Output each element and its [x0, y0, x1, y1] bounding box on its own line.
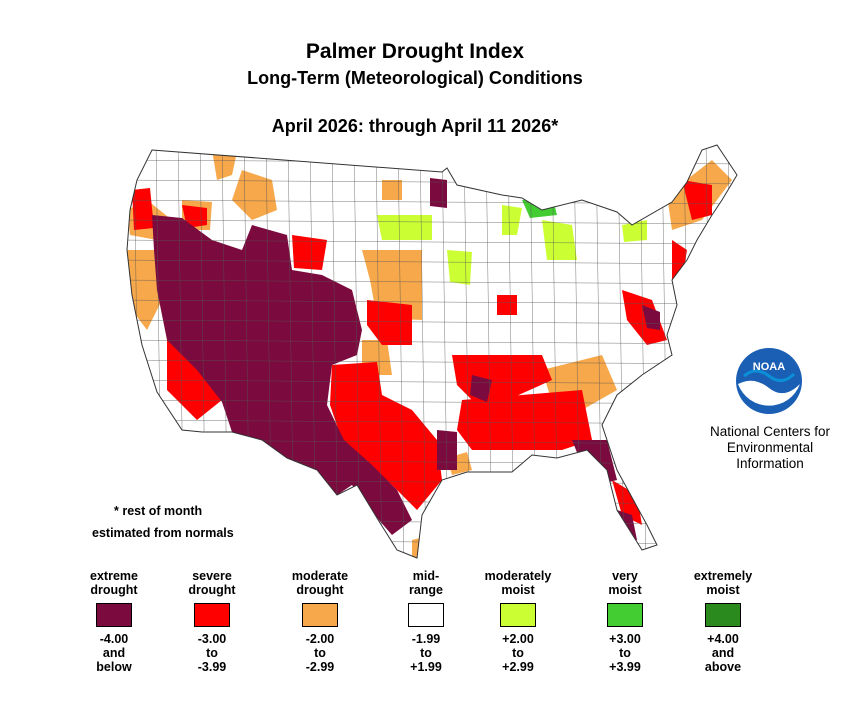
note-line: * rest of month [114, 504, 203, 518]
legend-range: -1.99 to +1.99 [410, 632, 442, 674]
map-subtitle: Long-Term (Meteorological) Conditions [247, 68, 583, 88]
extreme-region-mn [430, 178, 447, 208]
division-line [375, 145, 383, 558]
legend-item: extremely moist +4.00 and above [675, 569, 771, 674]
division-line [127, 219, 737, 225]
map-period: April 2026: through April 11 2026* [271, 116, 559, 136]
legend-label: moderately moist [484, 569, 552, 597]
severe-region-or [132, 188, 154, 230]
legend-item: very moist +3.00 to +3.99 [577, 569, 673, 674]
legend-label: severe drought [188, 569, 236, 597]
legend-swatch [96, 603, 132, 627]
noaa-logo: NOAA [736, 348, 802, 414]
credit-line: Environmental [726, 440, 814, 455]
legend-swatch [500, 603, 536, 627]
legend-swatch [607, 603, 643, 627]
moderate-region-nd [382, 180, 402, 200]
extreme-region-md [642, 305, 660, 330]
legend-item: severe drought -3.00 to -3.99 [164, 569, 260, 674]
moist-region-sd [377, 215, 432, 240]
us-drought-map [112, 140, 752, 564]
severe-region-wa [182, 205, 207, 228]
us-outline [126, 144, 738, 559]
legend-label: mid-range [408, 569, 444, 597]
division-line [127, 319, 737, 325]
division-line [127, 299, 737, 305]
division-line [127, 239, 737, 245]
moist-region-ny [622, 220, 647, 242]
division-line [419, 145, 427, 558]
severe-region-fl [612, 480, 642, 525]
extreme-region-west [152, 215, 412, 535]
legend-range: -4.00 and below [96, 632, 132, 674]
moderate-region-mt [212, 150, 237, 180]
division-line [127, 339, 737, 345]
legend-label: extreme drought [90, 569, 138, 597]
map-title: Palmer Drought Index [305, 40, 525, 63]
severe-region-il [497, 295, 517, 315]
legend-label: very moist [608, 569, 642, 597]
credit-line: National Centers for [709, 424, 831, 439]
legend-label: moderate drought [291, 569, 349, 597]
legend-item: moderately moist +2.00 to +2.99 [470, 569, 566, 674]
division-line [127, 359, 737, 365]
legend-item: extreme drought -4.00 and below [66, 569, 162, 674]
legend-label: extremely moist [693, 569, 753, 597]
moist-region-ia [447, 250, 472, 285]
severe-region-tx-ok [330, 362, 442, 510]
division-line [112, 560, 752, 564]
legend-range: +4.00 and above [704, 632, 742, 674]
legend-swatch [705, 603, 741, 627]
extreme-region-ga-fl [572, 440, 617, 485]
legend-swatch [302, 603, 338, 627]
credit-block: National Centers for Environmental Infor… [700, 424, 840, 472]
legend-range: -2.00 to -2.99 [305, 632, 335, 674]
noaa-logo-text: NOAA [753, 361, 785, 373]
legend-item: moderate drought -2.00 to -2.99 [272, 569, 368, 674]
legend-swatch [194, 603, 230, 627]
moist-region-wi [502, 205, 522, 235]
legend-range: +2.00 to +2.99 [502, 632, 534, 674]
estimate-note: * rest of month estimated from normals [92, 500, 234, 544]
legend-swatch [408, 603, 444, 627]
note-line: estimated from normals [92, 526, 234, 540]
severe-region-md-de [622, 290, 667, 345]
severe-region-wy [292, 235, 327, 270]
moist-region-mi [542, 220, 577, 260]
division-line [127, 279, 737, 285]
moderate-region-mt [232, 170, 277, 220]
extreme-region-la-ms [437, 430, 457, 470]
severe-region-me [682, 180, 712, 220]
severe-region-ca [167, 335, 222, 420]
division-line [112, 140, 752, 144]
credit-line: Information [736, 456, 804, 471]
extreme-region-ar [470, 375, 492, 402]
legend-range: +3.00 to +3.99 [609, 632, 641, 674]
division-line [127, 259, 737, 265]
legend-range: -3.00 to -3.99 [197, 632, 227, 674]
division-line [397, 145, 405, 558]
severe-region-southeast [457, 390, 592, 450]
legend-item: mid-range -1.99 to +1.99 [378, 569, 474, 674]
